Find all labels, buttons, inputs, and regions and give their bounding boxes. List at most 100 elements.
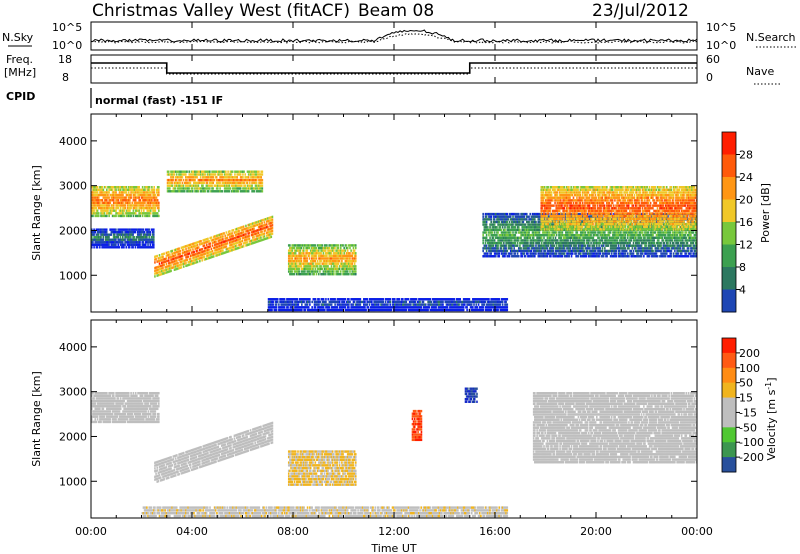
nave-tick-top: 60 [706,53,720,66]
velocity-colorbar-label: Velocity [m s-1] [764,377,779,460]
nave-trace [91,67,697,75]
freq-label-2: [MHz] [4,66,36,79]
power-panel: 1000 2000 3000 4000 Slant Range [km] 4 8 12 16… [30,113,772,313]
colorbar-tick-label: 24 [739,171,753,184]
time-tick-label: 16:00 [479,525,511,538]
velocity-panel: 1000 2000 3000 4000 Slant Range [km] 200 100… [30,319,779,519]
noise-left-label: N.Sky [2,31,34,44]
power-region [540,186,697,231]
colorbar-tick-label: 15 [739,392,753,405]
power-region [287,244,357,276]
beam-title: Beam 08 [358,1,434,21]
time-tick-label: 08:00 [277,525,309,538]
noise-left-tick-bottom: 10^0 [52,39,82,52]
noise-panel: N.Sky 10^5 10^0 10^5 10^0 N.Search [2,21,796,52]
range-tick-label: 3000 [59,386,87,399]
colorbar-tick-label: 28 [739,149,753,162]
time-tick-label: 04:00 [176,525,208,538]
noise-right-tick-top: 10^5 [706,21,736,34]
cpid-strip: CPID normal (fast) -151 IF [6,88,223,108]
colorbar-cell [722,457,736,473]
time-axis-label: Time UT [370,542,416,554]
frequency-trace [91,62,697,74]
colorbar-tick-label: 200 [739,347,760,360]
power-region [91,228,155,249]
time-tick-label: 20:00 [580,525,612,538]
power-data-layer [91,170,697,312]
freq-tick-top: 18 [58,53,72,66]
power-y-label: Slant Range [km] [30,165,43,261]
colorbar-cell [722,177,736,200]
time-axis: 00:00 04:00 08:00 12:00 16:00 20:00 00:00 [75,22,713,538]
nave-label: Nave [746,65,774,78]
power-region [267,298,509,312]
colorbar-tick-label: 16 [739,216,753,229]
velocity-region [464,387,478,403]
colorbar-tick-label: -200 [739,451,764,464]
power-y-axis: 1000 2000 3000 4000 [59,135,697,282]
colorbar-tick-label: 100 [739,362,760,375]
velocity-y-axis: 1000 2000 3000 4000 [59,341,697,488]
colorbar-cell [722,412,736,428]
colorbar-cell [722,442,736,458]
velocity-y-label: Slant Range [km] [30,371,43,467]
power-region [91,185,160,218]
date-title: 23/Jul/2012 [592,1,689,21]
noise-right-tick-bottom: 10^0 [706,39,736,52]
time-tick-label: 12:00 [378,525,410,538]
colorbar-cell [722,154,736,178]
velocity-region [91,391,160,424]
nave-tick-bottom: 0 [706,71,713,84]
velocity-region [532,392,697,464]
colorbar-cell [722,427,736,443]
cpid-mode: normal (fast) -151 IF [95,94,223,107]
time-tick-label: 00:00 [681,525,713,538]
velocity-region [411,409,423,442]
noise-right-label: N.Search [746,31,796,44]
range-tick-label: 1000 [59,269,87,282]
power-colorbar: 4 8 12 16 20 24 28 [721,131,753,313]
colorbar-tick-label: -50 [739,421,757,434]
velocity-data-layer [91,387,697,518]
range-tick-label: 4000 [59,135,87,148]
colorbar-cell [722,267,736,290]
colorbar-tick-label: -100 [739,436,764,449]
velocity-region [154,421,274,483]
colorbar-cell [722,132,736,155]
power-colorbar-label: Power [dB] [759,183,772,243]
freq-label-1: Freq. [6,53,33,66]
power-region [166,170,264,193]
colorbar-cell [722,244,736,268]
colorbar-tick-label: 12 [739,239,753,252]
range-tick-label: 4000 [59,341,87,354]
colorbar-cell [722,199,736,223]
colorbar-cell [722,397,736,413]
freq-tick-bottom: 8 [62,71,69,84]
colorbar-cell [722,367,736,384]
frequency-panel: Freq. [MHz] 18 8 60 0 Nave [4,53,782,85]
colorbar-tick-label: 20 [739,194,753,207]
colorbar-tick-label: 4 [739,284,746,297]
noise-left-tick-top: 10^5 [52,21,82,34]
time-tick-label: 00:00 [75,525,107,538]
range-tick-label: 1000 [59,475,87,488]
range-tick-label: 2000 [59,224,87,237]
colorbar-tick-label: 8 [739,261,746,274]
colorbar-cell [722,338,736,354]
velocity-region [141,506,509,518]
velocity-region [287,450,357,486]
colorbar-cell [722,352,736,369]
range-tick-label: 2000 [59,430,87,443]
colorbar-cell [722,382,736,399]
colorbar-cell [722,289,736,313]
colorbar-tick-label: 50 [739,377,753,390]
station-title: Christmas Valley West (fitACF) [92,1,350,21]
cpid-label: CPID [6,90,35,103]
sky-noise-trace [91,29,698,43]
range-tick-label: 3000 [59,180,87,193]
colorbar-cell [722,222,736,245]
velocity-colorbar: 200 100 50 15-15 -50 -100 -200 [721,337,764,473]
power-region [154,215,274,278]
colorbar-tick-label: -15 [739,406,757,419]
